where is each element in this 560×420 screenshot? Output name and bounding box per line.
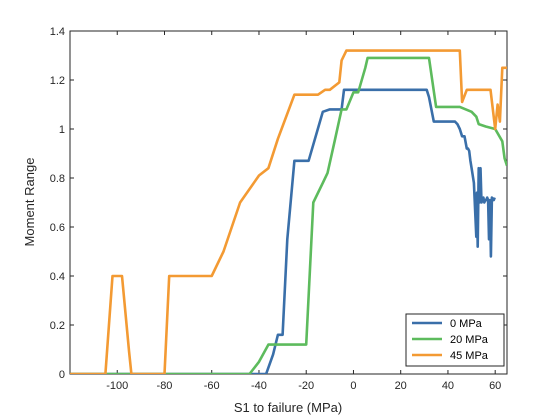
x-tick-label: -40 — [251, 380, 267, 392]
y-tick-label: 0 — [59, 369, 65, 381]
legend-label: 20 MPa — [450, 334, 489, 346]
legend-label: 0 MPa — [450, 318, 483, 330]
y-tick-label: 0.6 — [50, 222, 65, 234]
legend: 0 MPa 20 MPa 45 MPa — [405, 313, 505, 367]
x-tick-label: 60 — [489, 380, 501, 392]
x-tick-label: -80 — [157, 380, 173, 392]
y-tick-label: 1 — [59, 124, 65, 136]
y-tick-label: 0.2 — [50, 320, 65, 332]
y-axis: 0 0.2 0.4 0.6 0.8 1 1.2 1.4 — [50, 26, 507, 381]
legend-label: 45 MPa — [450, 350, 489, 362]
x-tick-label: -100 — [106, 380, 128, 392]
x-tick-label: 0 — [350, 380, 356, 392]
y-tick-label: 1.2 — [50, 75, 65, 87]
y-tick-label: 1.4 — [50, 26, 65, 38]
series-line-45-mpa — [70, 49, 507, 374]
series-line-0-mpa — [70, 88, 496, 374]
series-line-20-mpa — [70, 56, 507, 374]
x-tick-label: -20 — [298, 380, 314, 392]
y-axis-label: Moment Range — [22, 158, 37, 247]
x-axis-label: S1 to failure (MPa) — [234, 400, 342, 415]
x-tick-label: -60 — [204, 380, 220, 392]
series-layer — [70, 49, 507, 374]
x-axis: -100 -80 -60 -40 -20 0 20 40 60 — [106, 31, 501, 392]
x-tick-label: 40 — [442, 380, 454, 392]
x-tick-label: 20 — [395, 380, 407, 392]
y-tick-label: 0.8 — [50, 173, 65, 185]
y-tick-label: 0.4 — [50, 271, 65, 283]
